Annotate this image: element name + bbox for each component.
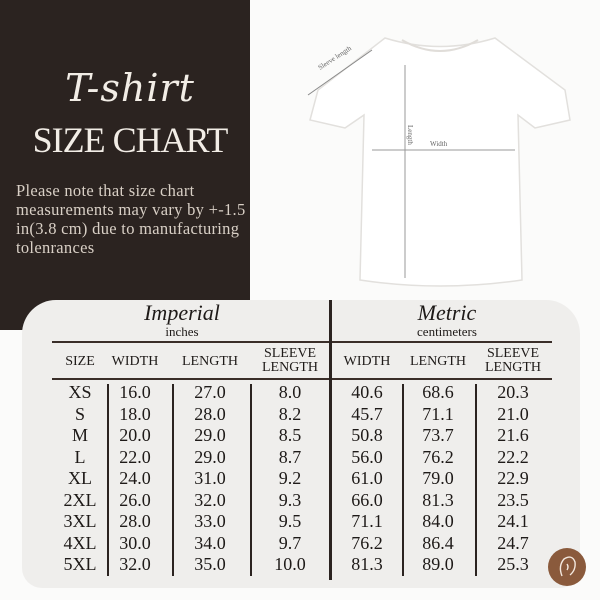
table-cell: 2XL [63,489,97,510]
table-cell: S [74,403,85,424]
table-cell: 45.7 [351,403,383,424]
table-cell: 28.0 [194,403,226,424]
divider [475,384,477,576]
dark-panel [0,0,250,330]
metric-title: Metric [417,300,477,325]
divider [52,341,552,343]
table-cell: 29.0 [194,425,226,445]
tshirt-illustration [309,37,571,287]
table-cell: 22.0 [119,446,151,467]
table-cell: 9.2 [278,468,302,488]
size-table: Imperial inches Metric centimeters SIZE W… [22,300,580,588]
table-cell: 28.0 [119,511,151,531]
table-cell: 56.0 [351,446,383,467]
page-title: SIZE CHART [32,120,229,160]
table-cell: 24.0 [119,468,151,488]
column-header: WIDTH [111,354,159,369]
divider [402,384,404,576]
table-cell: 84.0 [422,511,454,531]
tshirt-diagram: Sleeve length Length Width [307,37,571,287]
divider [172,384,174,576]
table-cell: 20.0 [119,425,151,445]
divider [329,300,332,580]
table-cell: 3XL [63,511,97,531]
table-cell: 76.2 [422,446,454,467]
table-cell: 89.0 [422,554,454,574]
divider [250,384,252,576]
script-title: T-shirt [65,66,195,110]
table-cell: 50.8 [351,425,383,445]
table-cell: 8.0 [278,382,302,402]
table-cell: XL [68,468,92,488]
table-cell: 61.0 [351,468,383,488]
column-header: LENGTH [410,354,466,369]
table-cell: 31.0 [194,468,226,488]
column-header: LENGTH [182,354,238,369]
table-cell: 8.5 [278,425,302,445]
width-label: Width [430,140,448,148]
imperial-title: Imperial [144,300,220,325]
table-cell: 33.0 [194,511,226,531]
table-cell: 34.0 [194,532,226,553]
table-cell: 4XL [63,532,97,553]
table-cell: 81.3 [422,489,454,510]
table-cell: 22.9 [497,468,529,488]
table-cell: 68.6 [422,382,454,402]
table-cell: M [71,425,88,445]
table-cell: 26.0 [119,489,151,510]
metric-unit: centimeters [417,324,477,339]
column-header: SLEEVE LENGTH [262,346,318,375]
table-cell: 8.7 [278,446,302,467]
table-cell: 9.3 [278,489,302,510]
table-cell: 10.0 [274,554,306,574]
table-cell: 81.3 [351,554,383,574]
table-cell: 23.5 [497,489,529,510]
length-label: Length [406,125,414,145]
column-header: SIZE [65,354,95,369]
column-header: WIDTH [343,354,391,369]
table-cell: 73.7 [422,425,454,445]
table-cell: 71.1 [422,403,454,424]
table-cell: 25.3 [497,554,529,574]
table-cell: 71.1 [351,511,383,531]
table-cell: 86.4 [422,532,454,553]
table-cell: 29.0 [194,446,226,467]
table-cell: 66.0 [351,489,383,510]
table-cell: 22.2 [497,446,529,467]
table-cell: 24.7 [497,532,529,553]
table-cell: 5XL [63,554,97,574]
imperial-unit: inches [165,324,199,339]
table-cell: 32.0 [194,489,226,510]
table-cell: 27.0 [194,382,226,402]
table-cell: 24.1 [497,511,529,531]
table-cell: XS [68,382,92,402]
table-cell: 32.0 [119,554,151,574]
table-cell: 30.0 [119,532,151,553]
divider [52,378,552,380]
table-cell: 18.0 [119,403,151,424]
table-cell: 20.3 [497,382,529,402]
column-header: SLEEVE LENGTH [485,346,541,375]
table-cell: 79.0 [422,468,454,488]
table-cell: 9.7 [278,532,302,553]
table-cell: 8.2 [278,403,302,424]
table-cell: 21.0 [497,403,529,424]
face-line-art-icon [559,556,576,577]
table-cell: 76.2 [351,532,383,553]
table-cell: L [74,446,86,467]
table-cell: 9.5 [278,511,302,531]
table-cell: 35.0 [194,554,226,574]
table-cell: 16.0 [119,382,151,402]
size-note: Please note that size chart measurements… [16,181,246,257]
table-cell: 40.6 [351,382,383,402]
brand-logo [548,548,586,586]
divider [107,384,109,576]
table-cell: 21.6 [497,425,529,445]
